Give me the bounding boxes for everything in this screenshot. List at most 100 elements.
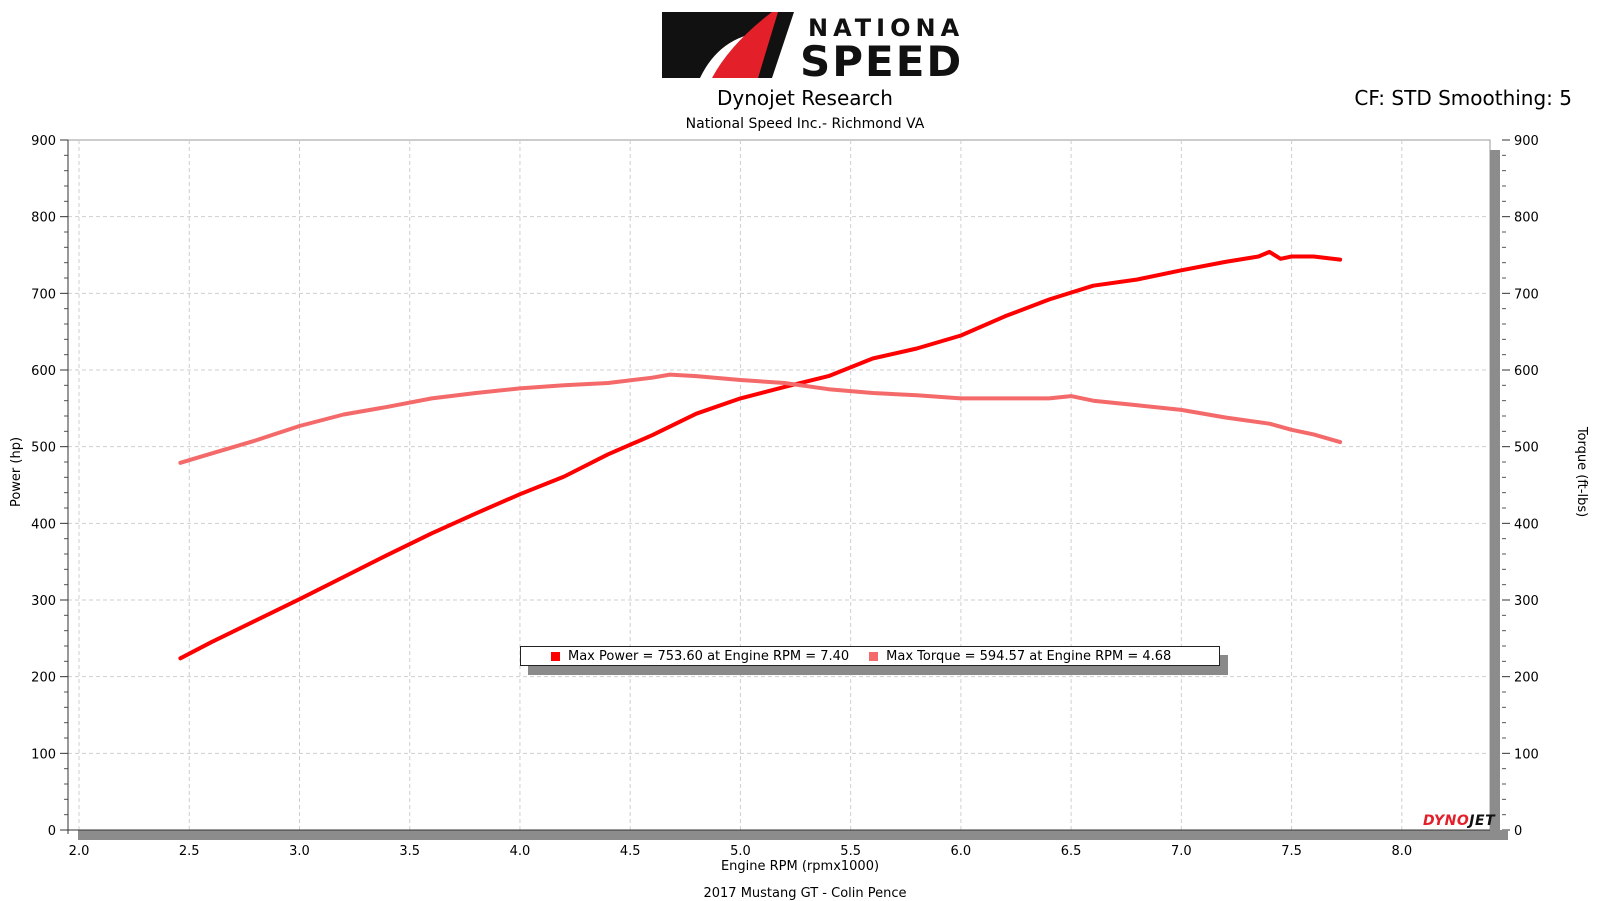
dynojet-brand-mark: DYNOJET xyxy=(1423,813,1495,829)
power-data-point xyxy=(342,576,345,578)
logo-word-speed: SPEED xyxy=(800,37,960,80)
power-data-point xyxy=(695,412,698,415)
power-data-point xyxy=(1180,269,1183,272)
x-tick-label: 6.0 xyxy=(951,844,972,859)
x-axis-label: Engine RPM (rpmx1000) xyxy=(721,859,879,874)
power-data-point xyxy=(1312,255,1315,258)
power-data-point xyxy=(783,386,786,388)
torque-swatch xyxy=(869,651,879,661)
y-tick-label-left: 700 xyxy=(31,287,56,302)
power-data-point xyxy=(1339,258,1341,261)
y-tick-label-right: 600 xyxy=(1514,364,1539,379)
y-tick-label-left: 400 xyxy=(31,517,56,532)
power-data-point xyxy=(871,357,874,360)
y-tick-label-left: 800 xyxy=(31,211,56,226)
y-tick-label-right: 200 xyxy=(1514,671,1539,686)
y-tick-label-right: 100 xyxy=(1514,747,1539,762)
torque-data-point xyxy=(1224,416,1227,419)
x-tick-label: 2.5 xyxy=(179,844,200,859)
legend-item-power: Max Power = 753.60 at Engine RPM = 7.40 xyxy=(551,649,849,664)
brand-part-2: JET xyxy=(1469,813,1496,829)
torque-data-point xyxy=(342,413,345,416)
torque-data-point xyxy=(298,425,301,427)
torque-data-point xyxy=(607,382,609,384)
torque-data-point xyxy=(1312,433,1315,436)
national-speed-logo: NATIONAL SPEED xyxy=(662,12,960,80)
torque-data-point xyxy=(1092,399,1094,402)
power-data-point xyxy=(827,375,830,377)
axes: 0 0 100 100 200 200 300 300 400 400 500 500 600 600 70… xyxy=(31,134,1539,859)
x-tick-label: 3.5 xyxy=(399,844,420,859)
torque-data-point xyxy=(827,388,830,391)
grid-lines xyxy=(67,139,1491,831)
chart-subtitle: National Speed Inc.- Richmond VA xyxy=(685,116,925,132)
y-tick-label-right: 800 xyxy=(1514,211,1539,226)
x-tick-label: 5.5 xyxy=(840,844,861,859)
x-tick-label: 8.0 xyxy=(1391,844,1412,859)
power-data-point xyxy=(1136,278,1139,281)
torque-data-point xyxy=(431,397,433,400)
x-tick-label: 4.0 xyxy=(510,844,531,859)
legend-item-torque: Max Torque = 594.57 at Engine RPM = 4.68 xyxy=(869,649,1171,664)
x-tick-label: 5.0 xyxy=(730,844,751,859)
power-data-point xyxy=(651,434,653,437)
power-data-point xyxy=(519,493,521,496)
y-tick-label-right: 300 xyxy=(1514,594,1539,609)
torque-data-point xyxy=(783,382,786,384)
x-tick-label: 4.5 xyxy=(620,844,641,859)
torque-data-point xyxy=(1180,409,1183,411)
power-data-point xyxy=(1290,255,1293,258)
correction-factor-text: CF: STD Smoothing: 5 xyxy=(1354,86,1572,110)
torque-data-point xyxy=(1004,397,1006,400)
torque-series-line xyxy=(178,372,1343,465)
y-tick-label-left: 200 xyxy=(31,671,56,686)
torque-data-point xyxy=(669,373,671,376)
torque-data-point xyxy=(386,406,389,408)
y-tick-label-left: 0 xyxy=(48,824,56,839)
torque-data-point xyxy=(475,392,477,394)
torque-data-point xyxy=(1268,422,1271,425)
bottom-axis-bar xyxy=(78,830,1508,840)
power-data-point xyxy=(1224,261,1227,263)
run-label: 2017 Mustang GT - Colin Pence xyxy=(703,886,907,901)
y-tick-label-left: 100 xyxy=(31,747,56,762)
torque-data-point xyxy=(695,375,698,377)
torque-data-point xyxy=(739,379,742,381)
y-axis-label-left: Power (hp) xyxy=(9,437,24,507)
y-tick-label-right: 400 xyxy=(1514,517,1539,532)
power-data-point xyxy=(254,619,257,622)
y-tick-label-left: 600 xyxy=(31,364,56,379)
power-data-point xyxy=(607,453,609,456)
y-tick-label-right: 900 xyxy=(1514,134,1539,149)
power-data-point xyxy=(475,512,477,515)
power-data-point xyxy=(298,598,301,600)
y-tick-label-right: 500 xyxy=(1514,441,1539,456)
power-data-point xyxy=(1257,255,1260,258)
y-tick-label-right: 700 xyxy=(1514,287,1539,302)
brand-part-1: DYNO xyxy=(1423,813,1470,829)
power-data-point xyxy=(431,532,433,535)
torque-data-point xyxy=(1048,397,1050,400)
x-tick-label: 2.0 xyxy=(69,844,90,859)
torque-data-point xyxy=(1136,404,1139,407)
power-swatch xyxy=(551,651,560,661)
power-data-point xyxy=(1004,315,1006,318)
power-data-point xyxy=(739,397,742,400)
power-data-point xyxy=(1279,258,1282,260)
series-lines xyxy=(178,249,1343,661)
right-axis-bar xyxy=(1490,150,1500,838)
y-tick-label-left: 300 xyxy=(31,594,56,609)
chart-title: Dynojet Research xyxy=(717,86,893,110)
power-data-point xyxy=(960,334,962,337)
torque-data-point xyxy=(1339,441,1341,443)
x-tick-label: 6.5 xyxy=(1061,844,1082,859)
torque-data-point xyxy=(1070,395,1072,397)
power-series-line xyxy=(178,249,1343,661)
torque-data-point xyxy=(1290,429,1293,431)
x-tick-label: 7.5 xyxy=(1281,844,1302,859)
torque-data-point xyxy=(651,376,653,379)
power-data-point xyxy=(210,641,213,643)
torque-data-point xyxy=(960,397,962,400)
torque-data-point xyxy=(179,462,182,464)
power-data-point xyxy=(179,657,182,660)
